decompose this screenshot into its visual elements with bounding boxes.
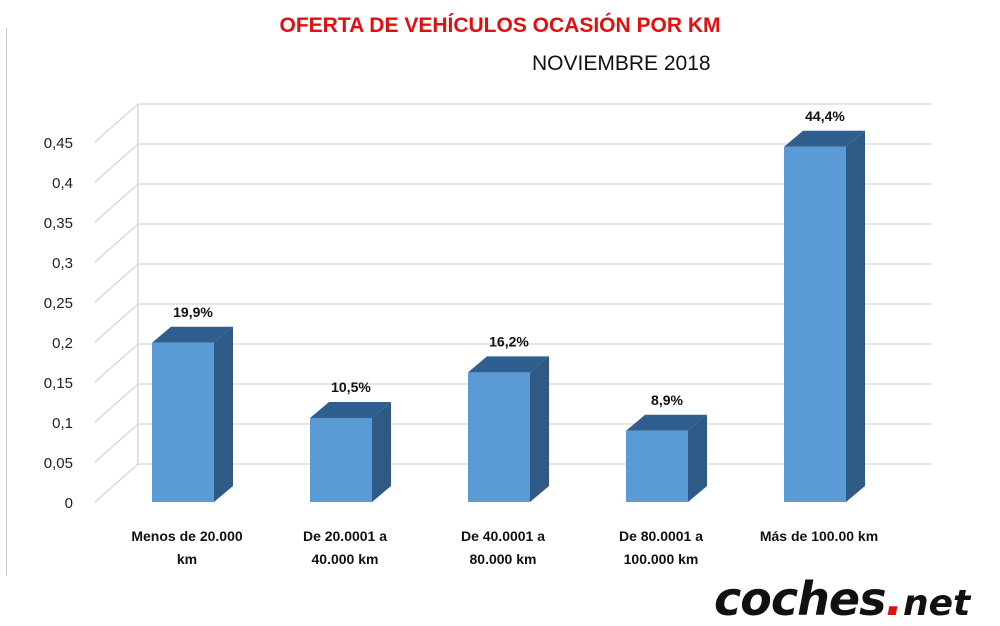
y-tick-label: 0,35 [44, 215, 73, 232]
y-tick-label: 0,15 [44, 375, 73, 392]
y-tick-label: 0 [65, 495, 73, 512]
bar-top [310, 402, 391, 418]
data-label: 10,5% [331, 379, 371, 395]
gridline-depth [94, 343, 139, 383]
gridline-depth [94, 423, 139, 463]
y-tick-label: 0,45 [44, 135, 73, 152]
bar-front [784, 146, 846, 503]
gridline-depth [94, 303, 139, 343]
gridline-depth [94, 383, 139, 423]
x-tick-label: km [177, 551, 197, 567]
bar-front [626, 430, 688, 502]
y-tick-label: 0,3 [52, 255, 73, 272]
coches-net-logo: coches.net [714, 572, 971, 626]
bar-side [372, 402, 391, 502]
gridline-depth [94, 183, 139, 223]
bar-top [784, 130, 865, 147]
x-tick-label: Más de 100.00 km [760, 528, 878, 544]
x-tick-label: De 40.0001 a [461, 528, 545, 544]
bar-top [626, 414, 707, 431]
y-tick-label: 0,4 [52, 175, 73, 192]
logo-net: net [902, 583, 971, 624]
x-tick-label: Menos de 20.000 [131, 528, 242, 544]
gridline-depth [94, 223, 139, 263]
gridline-depth [94, 463, 139, 503]
y-tick-label: 0,25 [44, 295, 73, 312]
gridline-depth [94, 263, 139, 303]
chart-title: OFERTA DE VEHÍCULOS OCASIÓN POR KM [279, 14, 721, 37]
bar-front [468, 372, 530, 502]
y-tick-label: 0,05 [44, 455, 73, 472]
gridline-depth [94, 143, 139, 183]
bar-top [152, 326, 233, 343]
x-tick-label: 100.000 km [624, 551, 699, 567]
logo-dot: . [885, 572, 903, 626]
left-border [6, 28, 7, 576]
x-tick-label: De 80.0001 a [619, 528, 703, 544]
bar-front [310, 418, 372, 502]
bar-side [846, 130, 865, 503]
x-tick-label: 80.000 km [470, 551, 537, 567]
logo-main: coches [714, 572, 886, 626]
data-label: 44,4% [805, 108, 845, 124]
y-tick-label: 0,1 [52, 415, 73, 432]
bar-side [530, 356, 549, 502]
data-label: 16,2% [489, 333, 529, 349]
x-tick-label: 40.000 km [312, 551, 379, 567]
bar-side [688, 414, 707, 502]
data-label: 8,9% [651, 392, 683, 408]
bar-side [214, 326, 233, 502]
bar-top [468, 356, 549, 373]
y-tick-label: 0,2 [52, 335, 73, 352]
bar-front [152, 342, 214, 502]
chart-subtitle: NOVIEMBRE 2018 [532, 52, 711, 75]
x-tick-label: De 20.0001 a [303, 528, 387, 544]
gridline-depth [94, 103, 139, 143]
data-label: 19,9% [173, 304, 213, 320]
